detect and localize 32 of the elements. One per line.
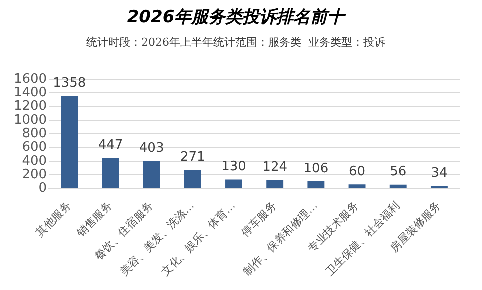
bar bbox=[390, 184, 407, 188]
data-label: 1358 bbox=[53, 76, 86, 91]
y-tick-label: 1200 bbox=[14, 99, 48, 114]
data-label: 447 bbox=[98, 138, 124, 154]
y-tick-label: 400 bbox=[22, 154, 48, 169]
data-label: 403 bbox=[139, 141, 164, 156]
y-tick-label: 200 bbox=[22, 167, 48, 182]
data-label: 106 bbox=[304, 161, 329, 176]
bar bbox=[348, 184, 366, 188]
data-label: 271 bbox=[180, 150, 206, 166]
data-label: 56 bbox=[390, 164, 407, 180]
chart-subtitle: 统计时段：2026年上半年统计范围：服务类 业务类型：投诉 bbox=[86, 36, 386, 49]
bar bbox=[143, 161, 160, 188]
data-label: 130 bbox=[222, 160, 246, 175]
bar bbox=[184, 170, 202, 188]
y-tick-label: 0 bbox=[38, 181, 48, 196]
x-tick-label: 其他服务 bbox=[33, 199, 74, 240]
bar bbox=[61, 96, 78, 188]
y-tick-label: 600 bbox=[22, 140, 48, 156]
data-label: 34 bbox=[431, 166, 448, 182]
y-tick-label: 1000 bbox=[14, 112, 48, 128]
chart-title: 2026年服务类投诉排名前十 bbox=[127, 8, 347, 28]
y-tick-label: 1400 bbox=[14, 86, 48, 101]
data-label: 60 bbox=[349, 164, 366, 180]
bar bbox=[308, 181, 325, 188]
y-tick-label: 1600 bbox=[14, 72, 48, 87]
x-tick-label: 销售服务 bbox=[74, 199, 115, 240]
bar bbox=[102, 158, 120, 188]
y-tick-label: 800 bbox=[22, 126, 48, 142]
bar bbox=[266, 180, 284, 188]
data-label: 124 bbox=[262, 160, 288, 176]
bar bbox=[226, 180, 242, 188]
